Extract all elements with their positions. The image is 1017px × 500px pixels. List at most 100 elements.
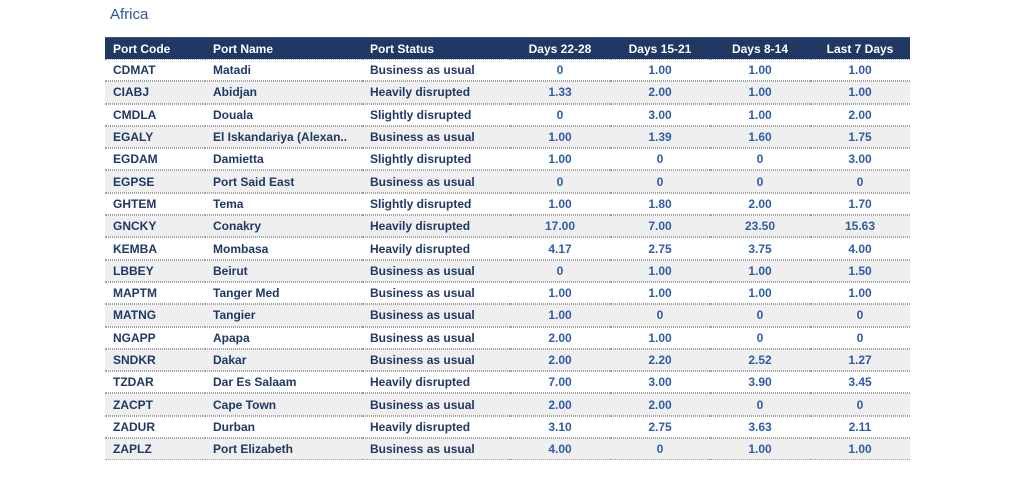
table-row: CIABJ Abidjan Heavily disrupted 1.33 2.00 1.0… bbox=[105, 81, 910, 104]
port-status-cell: Heavily disrupted bbox=[362, 371, 510, 394]
port-name-cell: Douala bbox=[205, 103, 362, 126]
port-name-cell: Conakry bbox=[205, 215, 362, 238]
column-header-port-code: Port Code bbox=[105, 37, 205, 59]
port-code-cell: ZACPT bbox=[105, 393, 205, 416]
days-22-28-cell: 3.10 bbox=[510, 415, 610, 439]
port-status-cell: Business as usual bbox=[362, 304, 510, 327]
days-22-28-cell: 4.00 bbox=[510, 438, 610, 461]
last-7-days-cell: 1.50 bbox=[810, 259, 910, 282]
days-15-21-cell: 3.00 bbox=[610, 371, 710, 394]
port-code-cell: NGAPP bbox=[105, 326, 205, 349]
port-name-cell: Mombasa bbox=[205, 237, 362, 260]
port-status-cell: Slightly disrupted bbox=[362, 103, 510, 126]
days-15-21-cell: 2.00 bbox=[610, 393, 710, 416]
port-code-cell: CMDLA bbox=[105, 103, 205, 126]
last-7-days-cell: 0 bbox=[810, 393, 910, 416]
days-15-21-cell: 1.39 bbox=[610, 125, 710, 149]
days-8-14-cell: 3.63 bbox=[710, 415, 810, 439]
port-status-cell: Business as usual bbox=[362, 170, 510, 193]
table-row: NGAPP Apapa Business as usual 2.00 1.00 0 0 bbox=[105, 326, 910, 349]
days-15-21-cell: 7.00 bbox=[610, 215, 710, 238]
days-22-28-cell: 0 bbox=[510, 170, 610, 193]
last-7-days-cell: 3.00 bbox=[810, 148, 910, 171]
days-15-21-cell: 0 bbox=[610, 304, 710, 327]
column-header-last-7-days: Last 7 Days bbox=[810, 37, 910, 59]
port-code-cell: GHTEM bbox=[105, 192, 205, 216]
days-8-14-cell: 1.00 bbox=[710, 103, 810, 126]
days-15-21-cell: 0 bbox=[610, 438, 710, 461]
column-header-days-15-21: Days 15-21 bbox=[610, 37, 710, 59]
days-15-21-cell: 1.00 bbox=[610, 59, 710, 82]
column-header-port-name: Port Name bbox=[205, 37, 362, 59]
port-status-cell: Slightly disrupted bbox=[362, 148, 510, 171]
days-22-28-cell: 1.00 bbox=[510, 304, 610, 327]
port-status-cell: Business as usual bbox=[362, 348, 510, 372]
days-22-28-cell: 0 bbox=[510, 103, 610, 126]
days-8-14-cell: 0 bbox=[710, 170, 810, 193]
days-15-21-cell: 2.00 bbox=[610, 81, 710, 104]
last-7-days-cell: 1.00 bbox=[810, 59, 910, 82]
days-8-14-cell: 2.00 bbox=[710, 192, 810, 216]
table-row: GHTEM Tema Slightly disrupted 1.00 1.80 2.00 1… bbox=[105, 192, 910, 216]
days-8-14-cell: 3.90 bbox=[710, 371, 810, 394]
table-row: EGDAM Damietta Slightly disrupted 1.00 0 0 3.0… bbox=[105, 148, 910, 171]
days-22-28-cell: 0 bbox=[510, 259, 610, 282]
days-22-28-cell: 2.00 bbox=[510, 348, 610, 372]
port-code-cell: ZADUR bbox=[105, 415, 205, 439]
days-22-28-cell: 2.00 bbox=[510, 393, 610, 416]
port-status-cell: Business as usual bbox=[362, 281, 510, 305]
port-code-cell: MATNG bbox=[105, 304, 205, 327]
last-7-days-cell: 1.00 bbox=[810, 281, 910, 305]
days-22-28-cell: 1.00 bbox=[510, 281, 610, 305]
port-status-cell: Business as usual bbox=[362, 438, 510, 461]
table-row: MATNG Tangier Business as usual 1.00 0 0 0 bbox=[105, 304, 910, 327]
port-name-cell: Durban bbox=[205, 415, 362, 439]
table-row: CMDLA Douala Slightly disrupted 0 3.00 1.00 2.… bbox=[105, 103, 910, 126]
days-22-28-cell: 1.00 bbox=[510, 125, 610, 149]
days-22-28-cell: 4.17 bbox=[510, 237, 610, 260]
port-name-cell: Dakar bbox=[205, 348, 362, 372]
port-status-cell: Heavily disrupted bbox=[362, 81, 510, 104]
port-name-cell: Beirut bbox=[205, 259, 362, 282]
port-name-cell: Tanger Med bbox=[205, 281, 362, 305]
port-code-cell: TZDAR bbox=[105, 371, 205, 394]
days-8-14-cell: 1.00 bbox=[710, 81, 810, 104]
ports-table: Port Code Port Name Port Status Days 22-28 D… bbox=[105, 37, 910, 461]
days-15-21-cell: 2.75 bbox=[610, 237, 710, 260]
table-row: SNDKR Dakar Business as usual 2.00 2.20 2.52 1… bbox=[105, 348, 910, 372]
days-22-28-cell: 1.00 bbox=[510, 192, 610, 216]
last-7-days-cell: 15.63 bbox=[810, 215, 910, 238]
days-8-14-cell: 0 bbox=[710, 304, 810, 327]
table-row: ZAPLZ Port Elizabeth Business as usual 4.00… bbox=[105, 438, 910, 461]
port-status-cell: Business as usual bbox=[362, 125, 510, 149]
days-22-28-cell: 2.00 bbox=[510, 326, 610, 349]
last-7-days-cell: 2.00 bbox=[810, 103, 910, 126]
days-22-28-cell: 1.00 bbox=[510, 148, 610, 171]
table-header-row: Port Code Port Name Port Status Days 22-28 D… bbox=[105, 37, 910, 59]
days-22-28-cell: 1.33 bbox=[510, 81, 610, 104]
port-status-cell: Business as usual bbox=[362, 326, 510, 349]
last-7-days-cell: 0 bbox=[810, 170, 910, 193]
port-code-cell: CIABJ bbox=[105, 81, 205, 104]
port-name-cell: Matadi bbox=[205, 59, 362, 82]
port-code-cell: GNCKY bbox=[105, 215, 205, 238]
port-code-cell: ZAPLZ bbox=[105, 438, 205, 461]
last-7-days-cell: 0 bbox=[810, 304, 910, 327]
days-8-14-cell: 2.52 bbox=[710, 348, 810, 372]
port-name-cell: Cape Town bbox=[205, 393, 362, 416]
port-status-cell: Business as usual bbox=[362, 393, 510, 416]
column-header-days-22-28: Days 22-28 bbox=[510, 37, 610, 59]
days-15-21-cell: 0 bbox=[610, 170, 710, 193]
port-status-cell: Heavily disrupted bbox=[362, 415, 510, 439]
last-7-days-cell: 3.45 bbox=[810, 371, 910, 394]
last-7-days-cell: 1.00 bbox=[810, 81, 910, 104]
days-8-14-cell: 1.00 bbox=[710, 281, 810, 305]
table-body: CDMAT Matadi Business as usual 0 1.00 1.00 1.0… bbox=[105, 59, 910, 461]
last-7-days-cell: 4.00 bbox=[810, 237, 910, 260]
days-8-14-cell: 1.00 bbox=[710, 438, 810, 461]
table-row: KEMBA Mombasa Heavily disrupted 4.17 2.75 3.7… bbox=[105, 237, 910, 260]
port-name-cell: Tema bbox=[205, 192, 362, 216]
port-name-cell: Port Elizabeth bbox=[205, 438, 362, 461]
days-8-14-cell: 1.60 bbox=[710, 125, 810, 149]
